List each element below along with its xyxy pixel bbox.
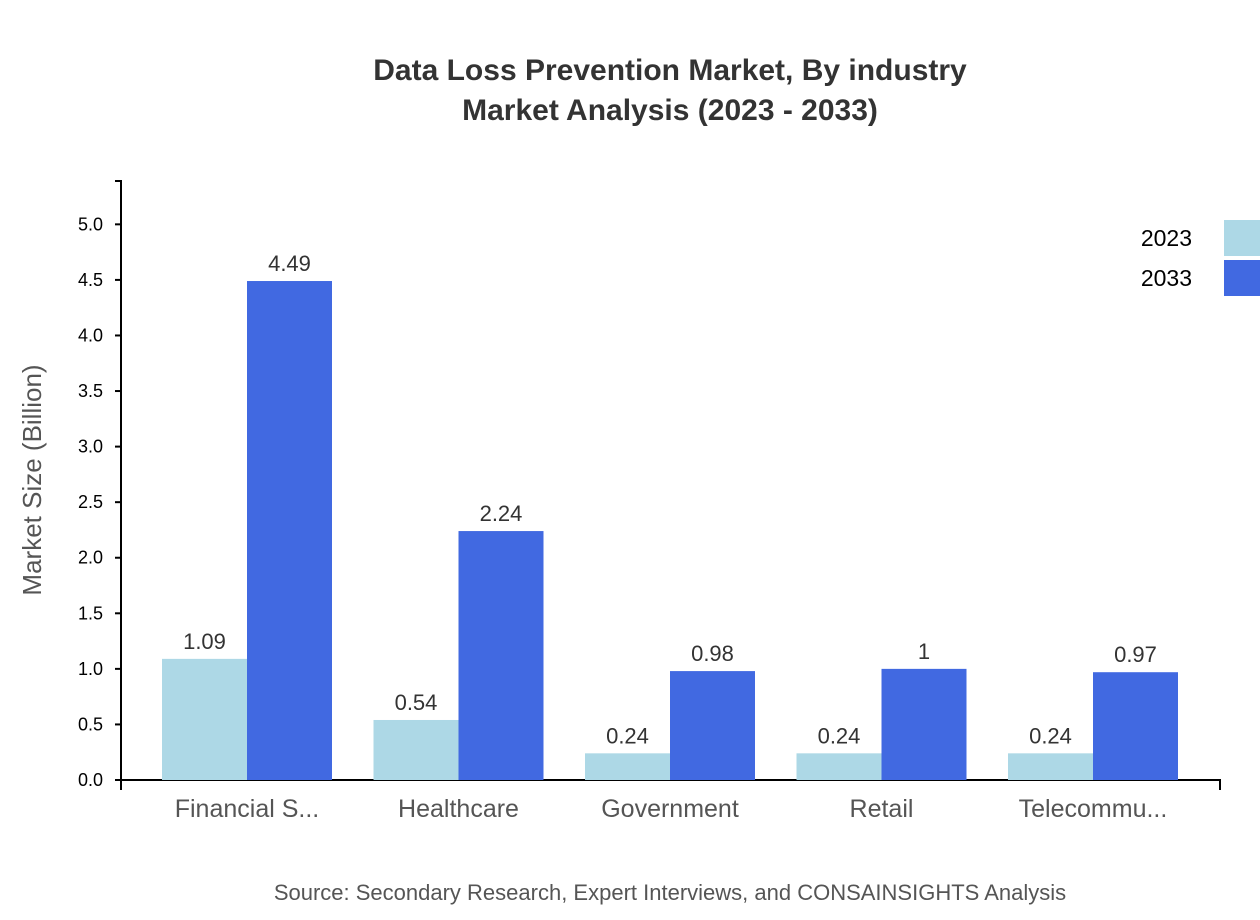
chart-title: Data Loss Prevention Market, By industry <box>373 54 967 87</box>
y-axis-line <box>115 180 122 781</box>
x-tick-label: Financial S... <box>175 795 320 823</box>
data-label: 0.24 <box>818 723 861 748</box>
y-tick-label: 0.0 <box>78 770 103 790</box>
y-tick-label: 3.0 <box>78 437 103 457</box>
data-label: 1.09 <box>183 629 226 654</box>
legend-swatch <box>1224 260 1260 296</box>
bar-2023 <box>1008 753 1093 780</box>
data-label: 0.97 <box>1114 642 1157 667</box>
x-axis: Financial S... Healthcare Government Retail… <box>120 779 1221 823</box>
bar-2033 <box>458 531 544 780</box>
bar-2023 <box>373 719 459 780</box>
legend-label: 2033 <box>1141 265 1192 291</box>
data-label: 4.49 <box>268 251 311 276</box>
data-label: 0.24 <box>606 723 649 748</box>
data-label: 0.98 <box>691 641 734 666</box>
y-tick-label: 4.5 <box>78 270 103 290</box>
x-tick-label: Telecommu... <box>1019 795 1168 823</box>
bars: 1.09 4.49 0.54 2.24 0.24 0.98 0.24 1 0.24 0.97 <box>162 251 1178 780</box>
bar-2023 <box>585 753 670 780</box>
y-tick-label: 1.5 <box>78 603 103 623</box>
y-tick-label: 5.0 <box>78 214 103 234</box>
y-tick-label: 4.0 <box>78 325 103 345</box>
data-label: 1 <box>918 639 930 664</box>
source-note: Source: Secondary Research, Expert Inter… <box>274 880 1066 905</box>
chart-subtitle: Market Analysis (2023 - 2033) <box>462 94 878 127</box>
legend: 2023 2033 <box>1141 220 1260 296</box>
data-label: 0.24 <box>1029 723 1072 748</box>
bar-2023 <box>796 753 882 780</box>
bar-2033 <box>247 281 332 780</box>
y-tick-label: 2.5 <box>78 492 103 512</box>
data-label: 0.54 <box>395 690 438 715</box>
y-tick-label: 1.0 <box>78 659 103 679</box>
data-label: 2.24 <box>480 501 523 526</box>
x-tick-label: Government <box>601 795 739 823</box>
bar-2023 <box>162 658 247 780</box>
bar-2033 <box>670 671 755 780</box>
legend-label: 2023 <box>1141 225 1192 251</box>
bar-2033 <box>1093 672 1178 780</box>
y-tick-label: 3.5 <box>78 381 103 401</box>
legend-swatch <box>1224 220 1260 256</box>
y-tick-label: 0.5 <box>78 714 103 734</box>
x-tick-label: Retail <box>850 795 914 823</box>
bar-2033 <box>881 668 967 780</box>
y-axis: 0.0 0.5 1.0 1.5 2.0 2.5 3.0 3.5 4.0 4.5 5.0 <box>78 180 122 790</box>
y-axis-label: Market Size (Billion) <box>17 364 47 595</box>
y-tick-label: 2.0 <box>78 548 103 568</box>
x-axis-line <box>120 779 1221 790</box>
x-tick-label: Healthcare <box>398 795 519 823</box>
